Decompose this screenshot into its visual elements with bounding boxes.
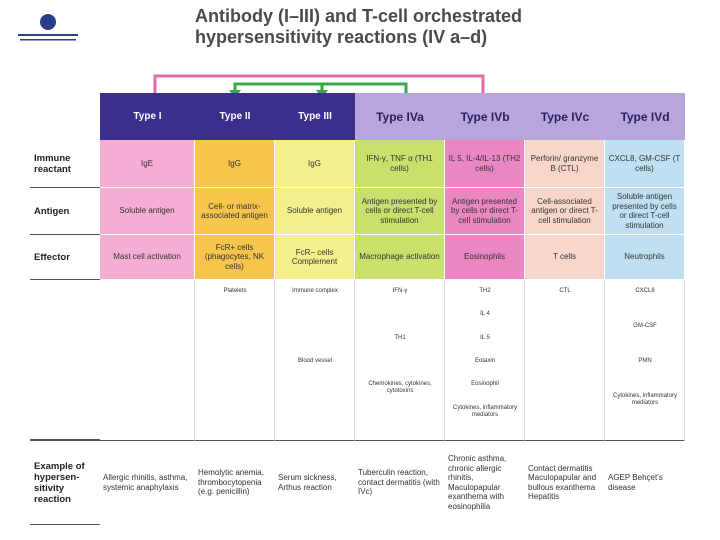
diagram-cell [100,280,195,440]
table-cell: Eosinophils [445,235,525,280]
diagram-label: Eosinophil [471,381,499,388]
table-cell: Neutrophils [605,235,685,280]
table-cell: Perforin/ granzyme B (CTL) [525,140,605,188]
example-cell: Hemolytic anemia, thrombocytopenia (e.g.… [195,440,275,525]
diagram-label: Immune complex [292,288,338,294]
diagram-label: Blood vessel [297,358,333,364]
diagram-label: Cytokines, inflammatory mediators [452,404,518,418]
table-cell: IgE [100,140,195,188]
column-header: Type IVb [445,93,525,140]
title-line: hypersensitivity reactions (IV a–d) [195,27,488,47]
example-cell: Chronic asthma, chronic allergic rhiniti… [445,440,525,525]
diagram-label: TH1 [394,334,406,341]
table-cell: Cell- or matrix-associated antigen [195,188,275,235]
diagram-cell [275,280,355,440]
diagram-cell [355,280,445,440]
column-header: Type IVa [355,93,445,140]
diagram-label: Platelets [223,288,247,294]
title: Antibody (I–III) and T-cell orchestrated… [195,6,522,48]
column-header: Type IVc [525,93,605,140]
logo-text-bar [20,39,76,41]
table-cell: IgG [195,140,275,188]
table-cell: IL 5, IL-4/IL-13 (TH2 cells) [445,140,525,188]
table-cell: Mast cell activation [100,235,195,280]
diagram-label: Chemokines, cytokines, cytotoxins [368,381,432,395]
logo [40,14,56,30]
table-cell: Soluble antigen [275,188,355,235]
row-label: Antigen [30,188,100,235]
diagram-label: GM-CSF [633,323,657,329]
diagram-cell [605,280,685,440]
table-cell: Antigen presented by cells or direct T-c… [355,188,445,235]
table-cell: IgG [275,140,355,188]
row-label: Effector [30,235,100,280]
bracket-antibody [153,74,485,93]
table-cell: Antigen presented by cells or direct T-c… [445,188,525,235]
column-header: Type IVd [605,93,685,140]
diagram-label: CXCL8 [635,288,655,294]
diagram-label: PMN [638,358,652,364]
diagram-cell [445,280,525,440]
example-cell: Serum sickness, Arthus reaction [275,440,355,525]
table-cell: CXCL8, GM-CSF (T cells) [605,140,685,188]
table-cell: Macrophage activation [355,235,445,280]
example-cell: Contact dermatitis Maculopapular and bul… [525,440,605,525]
example-cell: Allergic rhinitis, asthma, systemic anap… [100,440,195,525]
table-cell: Soluble antigen presented by cells or di… [605,188,685,235]
diagram-label: CTL [559,288,571,294]
arrowheads [229,90,328,98]
header-left [30,93,100,140]
table-cell: T cells [525,235,605,280]
title-line: Antibody (I–III) and T-cell orchestrated [195,6,523,26]
table-cell: FcR− cells Complement [275,235,355,280]
example-cell: Tuberculin reaction, contact dermatitis … [355,440,445,525]
diagram-cell [195,280,275,440]
example-cell: AGEP Behçet's disease [605,440,685,525]
table-cell: FcR+ cells (phagocytes, NK cells) [195,235,275,280]
column-header: Type I [100,93,195,140]
diagram-label: IL 4 [480,311,490,318]
diagram-label: IFN-γ [392,288,408,294]
diagram-cell [525,280,605,440]
table-cell: Cell-associated antigen or direct T-cell… [525,188,605,235]
row-label: Immune reactant [30,140,100,188]
column-header: Type II [195,93,275,140]
logo-text-bar [18,34,78,36]
table-cell: Soluble antigen [100,188,195,235]
column-header: Type III [275,93,355,140]
table-cell: IFN-γ, TNF α (TH1 cells) [355,140,445,188]
diagram-label: Eotaxin [474,358,495,364]
diagram-label: TH2 [479,288,491,294]
row-label-blank [30,280,100,440]
diagram-label: Cytokines, inflammatory mediators [612,393,678,406]
row-label: Example of hypersen-sitivity reaction [30,440,100,525]
diagram-label: IL 5 [480,334,490,341]
